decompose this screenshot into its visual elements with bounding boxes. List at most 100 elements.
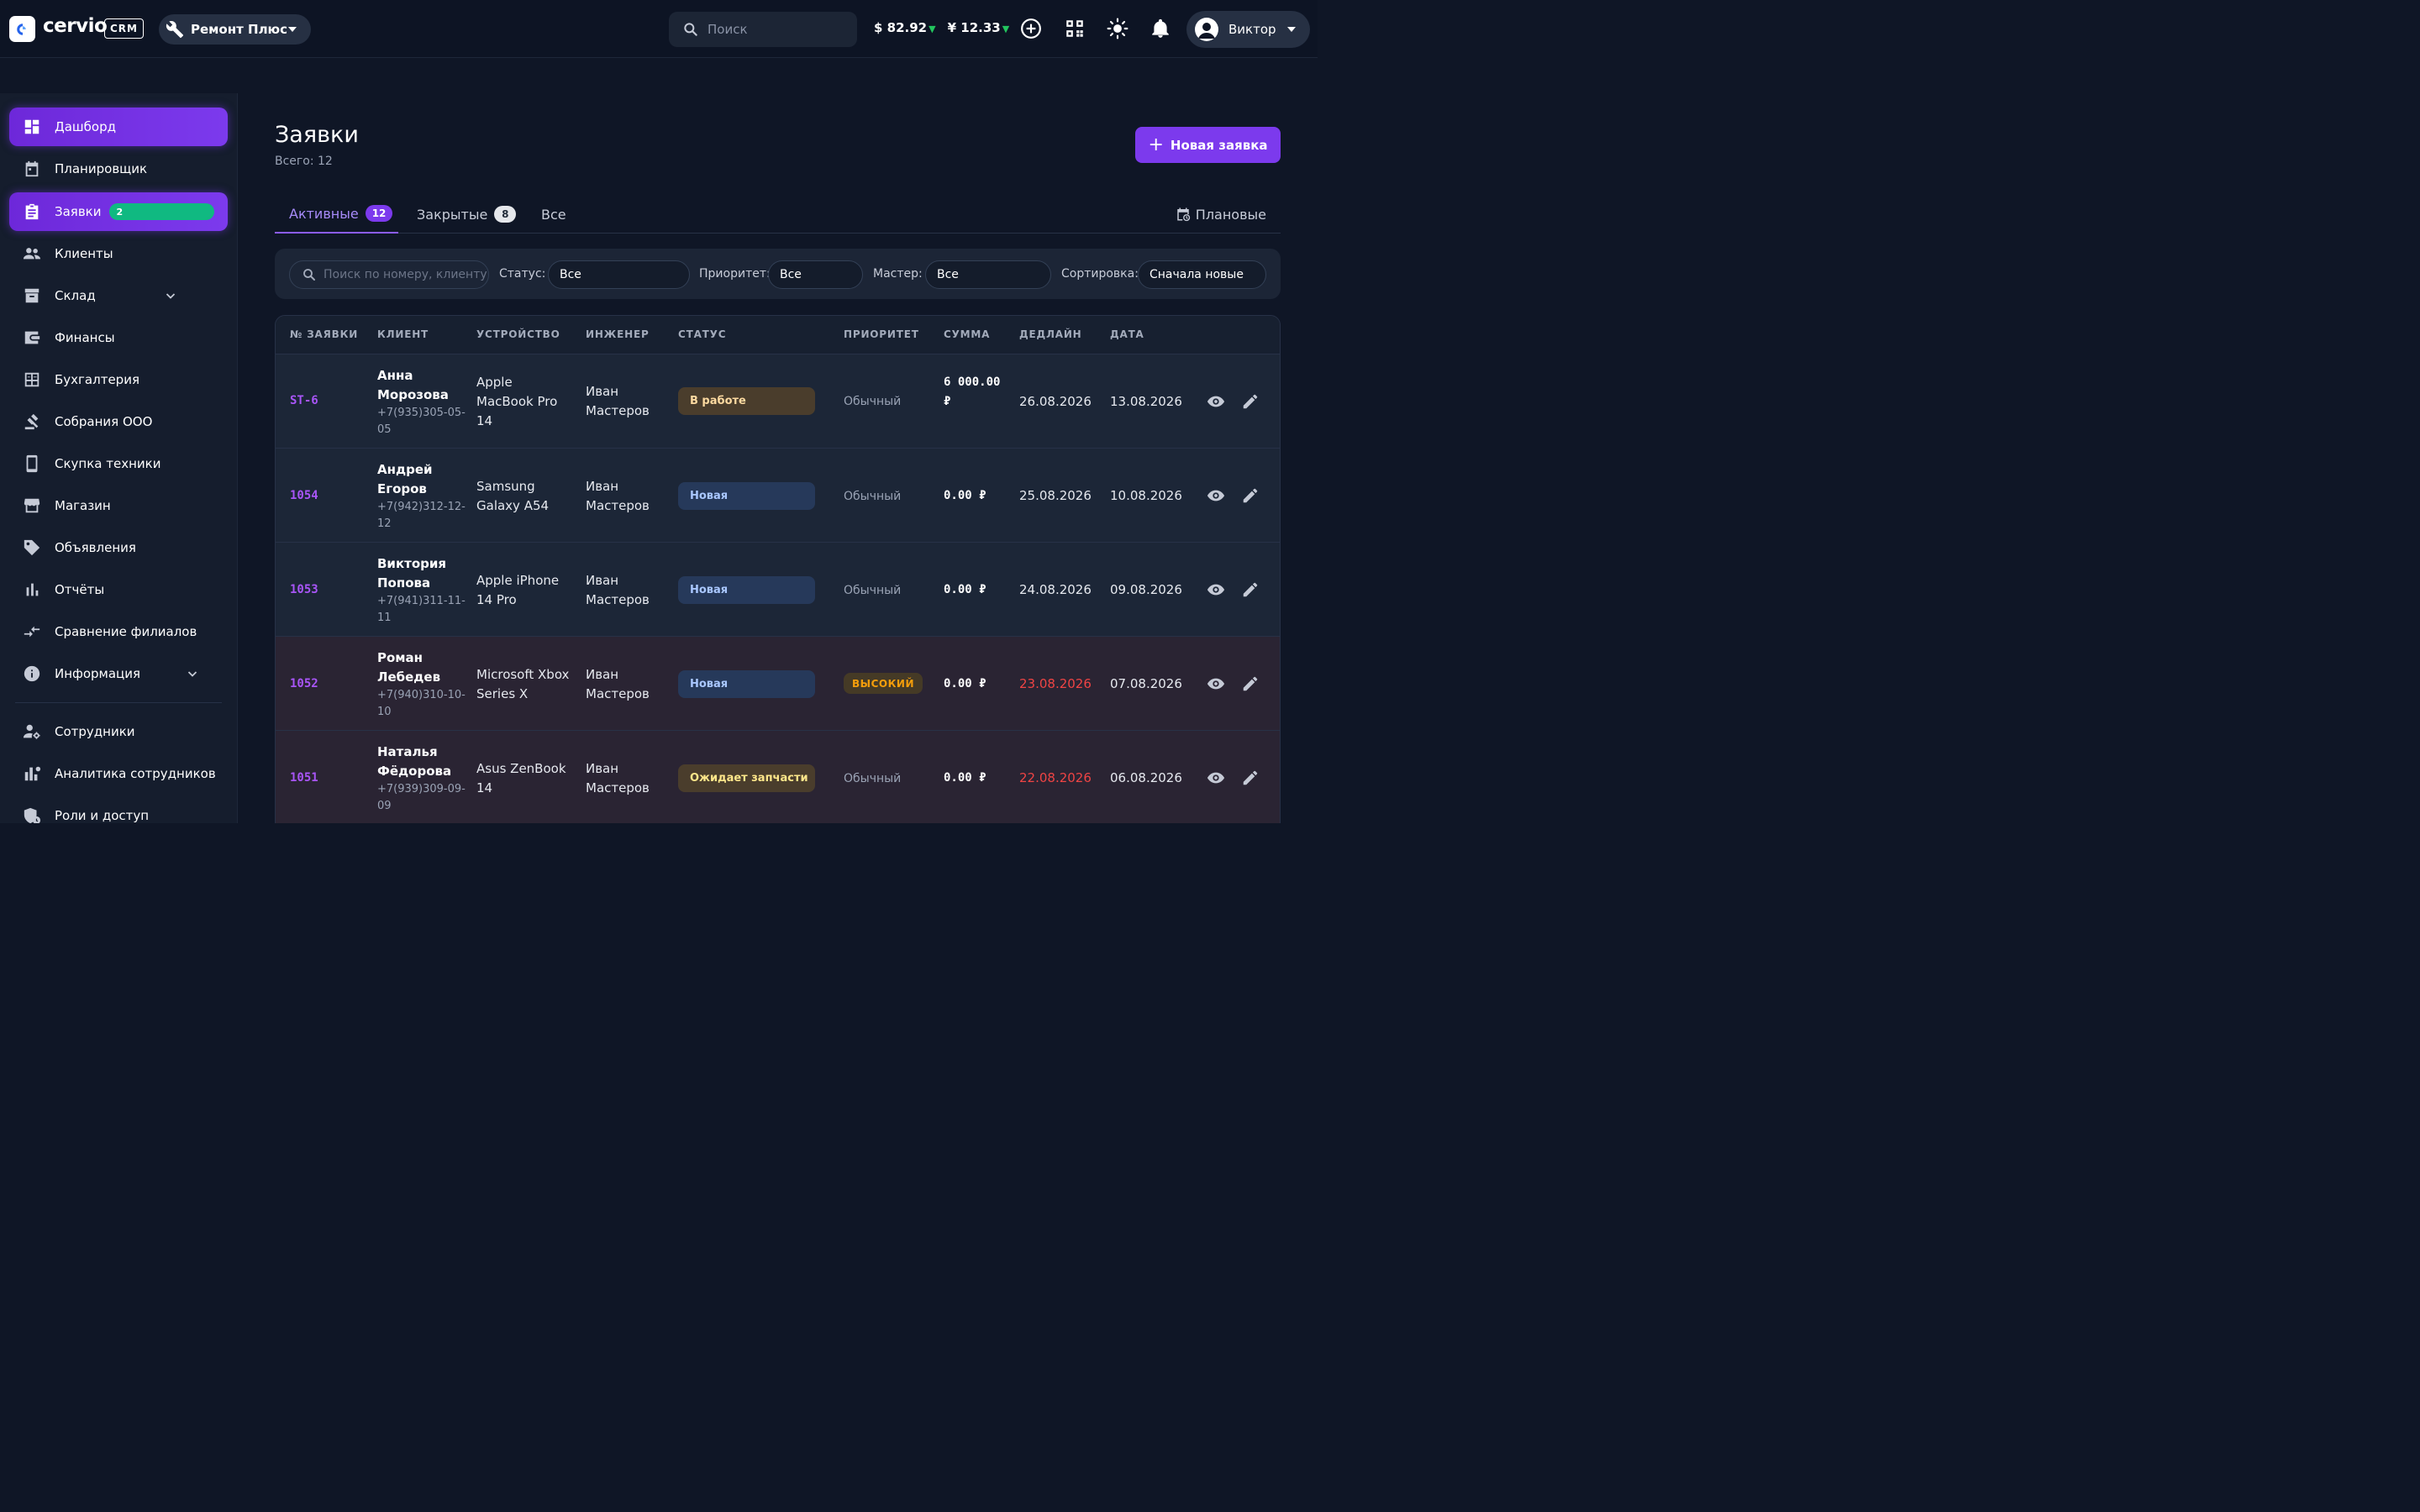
- pencil-icon[interactable]: [1241, 769, 1260, 787]
- column-header[interactable]: № ЗАЯВКИ: [290, 328, 359, 340]
- priority-badge: ВЫСОКИЙ: [844, 673, 923, 694]
- column-header[interactable]: ИНЖЕНЕР: [586, 328, 650, 340]
- sidebar-item-warehouse[interactable]: Склад: [9, 276, 228, 315]
- eye-icon[interactable]: [1207, 769, 1225, 787]
- sort-select[interactable]: Сначала новые: [1138, 260, 1266, 289]
- branch-name: Ремонт Плюс: [191, 22, 288, 37]
- table-row[interactable]: 1054 Андрей Егоров +7(942)312-12-12 Sams…: [276, 448, 1280, 542]
- staff-settings-icon: [23, 722, 41, 741]
- created-date: 09.08.2026: [1110, 582, 1182, 597]
- sidebar-item-staff[interactable]: Сотрудники: [9, 712, 228, 751]
- tab-count-badge: 12: [365, 205, 393, 222]
- created-date: 07.08.2026: [1110, 676, 1182, 691]
- roles-icon: [23, 806, 41, 823]
- sidebar-item-orders[interactable]: Заявки 2: [9, 192, 228, 231]
- status-badge: Новая: [678, 670, 815, 698]
- orders-search-input[interactable]: Поиск по номеру, клиенту, т: [289, 260, 489, 289]
- eye-icon[interactable]: [1207, 486, 1225, 505]
- sidebar-item-planner[interactable]: Планировщик: [9, 150, 228, 188]
- eye-icon[interactable]: [1207, 580, 1225, 599]
- order-number[interactable]: 1054: [290, 489, 318, 502]
- priority-filter-select[interactable]: Все: [768, 260, 863, 289]
- pencil-icon[interactable]: [1241, 580, 1260, 599]
- calendar-clock-icon: [1177, 207, 1190, 222]
- brand-tag: CRM: [104, 18, 144, 39]
- people-icon: [23, 244, 41, 263]
- column-header[interactable]: ДАТА: [1110, 328, 1144, 340]
- order-number[interactable]: 1051: [290, 771, 318, 785]
- engineer-name: Иван Мастеров: [586, 384, 650, 418]
- client-phone: +7(941)311-11-11: [377, 595, 466, 624]
- status-badge: В работе: [678, 387, 815, 415]
- sidebar-item-dashboard[interactable]: Дашборд: [9, 108, 228, 146]
- new-order-button[interactable]: + Новая заявка: [1135, 127, 1281, 163]
- pencil-icon[interactable]: [1241, 392, 1260, 411]
- status-filter-select[interactable]: Все: [548, 260, 690, 289]
- sidebar-item-reports[interactable]: Отчёты: [9, 570, 228, 609]
- orders-search-placeholder: Поиск по номеру, клиенту, т: [324, 268, 489, 281]
- deadline-date: 24.08.2026: [1019, 582, 1092, 597]
- bell-icon[interactable]: [1149, 17, 1172, 40]
- plus-icon: +: [1148, 134, 1164, 155]
- logo-icon[interactable]: [9, 16, 35, 42]
- client-name: Роман Лебедев: [377, 650, 441, 685]
- order-number[interactable]: ST-6: [290, 394, 318, 407]
- wrench-icon: [166, 21, 184, 39]
- orders-table: № ЗАЯВКИ КЛИЕНТ УСТРОЙСТВО ИНЖЕНЕР СТАТУ…: [275, 315, 1281, 823]
- sidebar-item-compare[interactable]: Сравнение филиалов: [9, 612, 228, 651]
- sidebar-item-info[interactable]: Информация: [9, 654, 228, 693]
- sidebar-item-ads[interactable]: Объявления: [9, 528, 228, 567]
- deadline-date: 26.08.2026: [1019, 394, 1092, 409]
- global-search-input[interactable]: Поиск: [669, 12, 857, 47]
- page-title: Заявки: [275, 122, 359, 148]
- pencil-icon[interactable]: [1241, 486, 1260, 505]
- sidebar-item-meetings[interactable]: Собрания ООО: [9, 402, 228, 441]
- tab-active[interactable]: Активные 12: [275, 195, 398, 234]
- deadline-date: 25.08.2026: [1019, 488, 1092, 503]
- table-row[interactable]: 1051 Наталья Фёдорова +7(939)309-09-09 A…: [276, 730, 1280, 823]
- column-header[interactable]: ДЕДЛАЙН: [1019, 328, 1082, 340]
- sidebar: Дашборд Планировщик Заявки 2 Клиенты Скл…: [0, 93, 238, 823]
- order-number[interactable]: 1053: [290, 583, 318, 596]
- column-header[interactable]: КЛИЕНТ: [377, 328, 429, 340]
- filters-bar: Поиск по номеру, клиенту, т Статус: Все …: [275, 249, 1281, 299]
- sidebar-item-buyback[interactable]: Скупка техники: [9, 444, 228, 483]
- sidebar-item-finance[interactable]: Финансы: [9, 318, 228, 357]
- order-number[interactable]: 1052: [290, 677, 318, 690]
- search-icon: [303, 269, 315, 281]
- table-row[interactable]: 1052 Роман Лебедев +7(940)310-10-10 Micr…: [276, 636, 1280, 730]
- tab-all[interactable]: Все: [541, 206, 566, 223]
- search-placeholder: Поиск: [708, 22, 748, 37]
- table-row[interactable]: 1053 Виктория Попова +7(941)311-11-11 Ap…: [276, 542, 1280, 636]
- engineer-name: Иван Мастеров: [586, 573, 650, 607]
- priority-label: Обычный: [844, 490, 902, 503]
- master-filter-select[interactable]: Все: [925, 260, 1051, 289]
- user-menu[interactable]: Виктор: [1186, 11, 1310, 48]
- top-bar: cervio CRM Ремонт Плюс Поиск $ 82.92 ▼ ¥ …: [0, 0, 1318, 58]
- table-row[interactable]: ST-6 Анна Морозова +7(935)305-05-05 Appl…: [276, 354, 1280, 448]
- qr-code-icon[interactable]: [1063, 17, 1086, 40]
- eye-icon[interactable]: [1207, 675, 1225, 693]
- priority-filter-label: Приоритет:: [699, 267, 771, 281]
- sidebar-item-accounting[interactable]: Бухгалтерия: [9, 360, 228, 399]
- sidebar-item-clients[interactable]: Клиенты: [9, 234, 228, 273]
- master-filter-label: Мастер:: [873, 267, 923, 281]
- sidebar-item-staff-analytics[interactable]: Аналитика сотрудников: [9, 754, 228, 793]
- add-circle-icon[interactable]: [1019, 17, 1043, 40]
- column-header[interactable]: СУММА: [944, 328, 991, 340]
- info-icon: [23, 664, 41, 683]
- brand-name: cervio: [43, 15, 108, 37]
- eye-icon[interactable]: [1207, 392, 1225, 411]
- sun-icon[interactable]: [1106, 17, 1129, 40]
- client-phone: +7(942)312-12-12: [377, 501, 466, 530]
- sidebar-item-roles[interactable]: Роли и доступ: [9, 796, 228, 823]
- column-header[interactable]: УСТРОЙСТВО: [476, 328, 560, 340]
- tab-closed[interactable]: Закрытые 8: [417, 195, 517, 234]
- branch-selector[interactable]: Ремонт Плюс: [159, 14, 311, 45]
- column-header[interactable]: СТАТУС: [678, 328, 727, 340]
- priority-label: Обычный: [844, 395, 902, 408]
- column-header[interactable]: ПРИОРИТЕТ: [844, 328, 919, 340]
- pencil-icon[interactable]: [1241, 675, 1260, 693]
- sidebar-item-store[interactable]: Магазин: [9, 486, 228, 525]
- tab-planned[interactable]: Плановые: [1176, 195, 1266, 234]
